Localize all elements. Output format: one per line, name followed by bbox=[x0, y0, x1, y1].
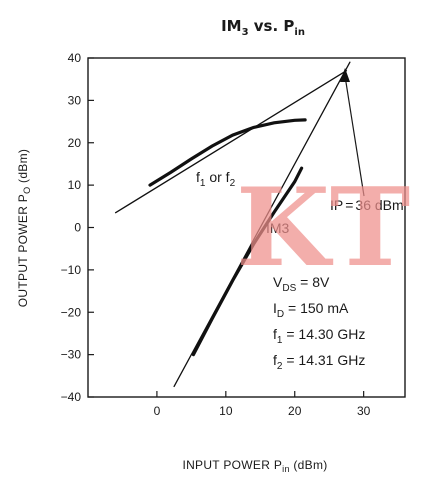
y-tick-label: 40 bbox=[68, 51, 82, 65]
label-f2: f2 = 14.31 GHz bbox=[273, 352, 365, 372]
x-tick-label: 30 bbox=[357, 404, 371, 418]
x-tick-label: 0 bbox=[154, 404, 161, 418]
fundamental-curve bbox=[148, 118, 307, 187]
y-tick-label: −10 bbox=[61, 263, 82, 277]
label-vds: VDS = 8V bbox=[273, 274, 330, 294]
y-tick-label: 20 bbox=[68, 136, 82, 150]
label-ip: IP = 36 dBm bbox=[330, 197, 404, 213]
y-tick-label: 30 bbox=[68, 93, 82, 107]
im3-curve bbox=[191, 166, 304, 357]
label-id: ID = 150 mA bbox=[273, 300, 349, 320]
label-f1: f1 = 14.30 GHz bbox=[273, 326, 365, 346]
y-tick-label: −20 bbox=[61, 305, 82, 319]
ip-leader-line bbox=[344, 75, 365, 197]
ip-arrowhead bbox=[340, 68, 350, 82]
im3-asymptote bbox=[173, 61, 351, 388]
y-tick-label: 0 bbox=[74, 221, 81, 235]
series-group bbox=[114, 61, 351, 388]
x-tick-label: 10 bbox=[219, 404, 233, 418]
label-im3: IM3 bbox=[266, 220, 290, 236]
y-tick-label: −40 bbox=[61, 390, 82, 404]
y-tick-label: 10 bbox=[68, 178, 82, 192]
fundamental-asymptote bbox=[114, 70, 348, 214]
y-axis-ticks: 40 30 20 10 0 −10 −20 −30 −40 bbox=[61, 51, 94, 404]
x-axis-ticks: 0 10 20 30 bbox=[154, 391, 371, 418]
x-tick-label: 20 bbox=[288, 404, 302, 418]
watermark: KT bbox=[236, 165, 410, 291]
y-tick-label: −30 bbox=[61, 348, 82, 362]
label-fundamental: f1 or f2 bbox=[196, 169, 236, 189]
x-axis-label: INPUT POWER Pin (dBm) bbox=[182, 458, 327, 474]
y-axis-label: OUTPUT POWER PO (dBm) bbox=[16, 149, 32, 307]
chart-title: IM3 vs. Pin bbox=[221, 17, 305, 38]
